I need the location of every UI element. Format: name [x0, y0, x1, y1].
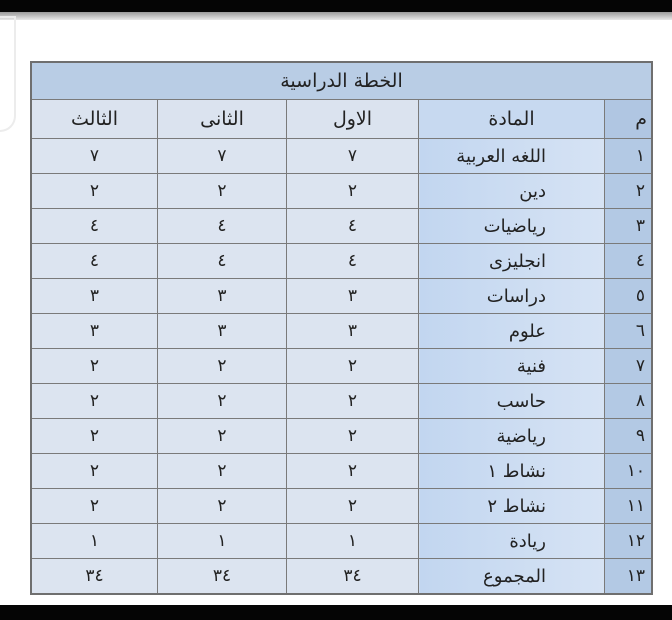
header-subject: المادة: [418, 99, 605, 139]
cell-second: ٢: [157, 383, 287, 419]
cell-subject: نشاط ٢: [418, 488, 605, 524]
cell-third: ٢: [30, 453, 158, 489]
cell-num: ٧: [604, 348, 653, 384]
cell-num: ٥: [604, 278, 653, 314]
cell-second: ٢: [157, 418, 287, 454]
cell-num: ٤: [604, 243, 653, 279]
cell-first: ٢: [286, 488, 419, 524]
cell-third: ٧: [30, 138, 158, 174]
cell-subject: فنية: [418, 348, 605, 384]
cell-first: ٢: [286, 418, 419, 454]
cell-third: ٢: [30, 418, 158, 454]
cell-num: ٦: [604, 313, 653, 349]
table-row: ٩ رياضية ٢ ٢ ٢: [30, 418, 653, 454]
cell-second: ٣: [157, 313, 287, 349]
cell-third: ٣٤: [30, 558, 158, 595]
header-num: م: [604, 99, 653, 139]
top-bar: [0, 0, 672, 12]
table-row: ٤ انجليزى ٤ ٤ ٤: [30, 243, 653, 279]
cell-second: ٤: [157, 208, 287, 244]
cell-first: ٧: [286, 138, 419, 174]
cell-subject: نشاط ١: [418, 453, 605, 489]
header-first: الاول: [286, 99, 419, 139]
header-third: الثالث: [30, 99, 158, 139]
cell-subject: دين: [418, 173, 605, 209]
cell-second: ٢: [157, 488, 287, 524]
cell-num: ١: [604, 138, 653, 174]
table-row: ١ اللغه العربية ٧ ٧ ٧: [30, 138, 653, 174]
cell-second: ٢: [157, 173, 287, 209]
cell-third: ٢: [30, 348, 158, 384]
cell-subject: رياضيات: [418, 208, 605, 244]
cell-first: ٣: [286, 313, 419, 349]
header-row: م المادة الاول الثانى الثالث: [30, 99, 653, 139]
cell-second: ٧: [157, 138, 287, 174]
cell-subject: رياضية: [418, 418, 605, 454]
cell-num: ١١: [604, 488, 653, 524]
cell-first: ٣: [286, 278, 419, 314]
cell-first: ٢: [286, 383, 419, 419]
cell-subject: دراسات: [418, 278, 605, 314]
table-row: ١٢ ريادة ١ ١ ١: [30, 523, 653, 559]
table-row: ٦ علوم ٣ ٣ ٣: [30, 313, 653, 349]
cell-num: ٩: [604, 418, 653, 454]
cell-subject: حاسب: [418, 383, 605, 419]
table-row: ٨ حاسب ٢ ٢ ٢: [30, 383, 653, 419]
table-row: ٢ دين ٢ ٢ ٢: [30, 173, 653, 209]
cell-third: ٢: [30, 173, 158, 209]
cell-second: ٢: [157, 348, 287, 384]
table-row: ٥ دراسات ٣ ٣ ٣: [30, 278, 653, 314]
cell-subject: اللغه العربية: [418, 138, 605, 174]
cell-second: ٤: [157, 243, 287, 279]
cell-third: ١: [30, 523, 158, 559]
cell-third: ٢: [30, 488, 158, 524]
cell-first: ٢: [286, 453, 419, 489]
cell-first: ٣٤: [286, 558, 419, 595]
cell-second: ٢: [157, 453, 287, 489]
cell-subject: انجليزى: [418, 243, 605, 279]
top-divider: [0, 12, 672, 20]
cell-subject: المجموع: [418, 558, 605, 595]
cell-first: ٤: [286, 243, 419, 279]
cell-num: ١٣: [604, 558, 653, 595]
cell-first: ٤: [286, 208, 419, 244]
cell-second: ٣: [157, 278, 287, 314]
cell-third: ٤: [30, 243, 158, 279]
cell-third: ٣: [30, 278, 158, 314]
cell-num: ١٠: [604, 453, 653, 489]
bottom-bar: [0, 605, 672, 620]
cell-first: ٢: [286, 173, 419, 209]
cell-first: ٢: [286, 348, 419, 384]
table-title: الخطة الدراسية: [30, 61, 653, 100]
study-plan-table: الخطة الدراسية م المادة الاول الثانى الث…: [30, 61, 653, 595]
cell-subject: ريادة: [418, 523, 605, 559]
cell-second: ٣٤: [157, 558, 287, 595]
table-row: ٧ فنية ٢ ٢ ٢: [30, 348, 653, 384]
cell-subject: علوم: [418, 313, 605, 349]
cell-third: ٢: [30, 383, 158, 419]
header-second: الثانى: [157, 99, 287, 139]
cell-third: ٤: [30, 208, 158, 244]
table-row: ١٣ المجموع ٣٤ ٣٤ ٣٤: [30, 558, 653, 595]
cell-num: ٢: [604, 173, 653, 209]
cell-num: ٣: [604, 208, 653, 244]
cell-second: ١: [157, 523, 287, 559]
cell-num: ١٢: [604, 523, 653, 559]
cell-first: ١: [286, 523, 419, 559]
edge-shadow: [0, 16, 16, 132]
cell-third: ٣: [30, 313, 158, 349]
cell-num: ٨: [604, 383, 653, 419]
table-row: ٣ رياضيات ٤ ٤ ٤: [30, 208, 653, 244]
